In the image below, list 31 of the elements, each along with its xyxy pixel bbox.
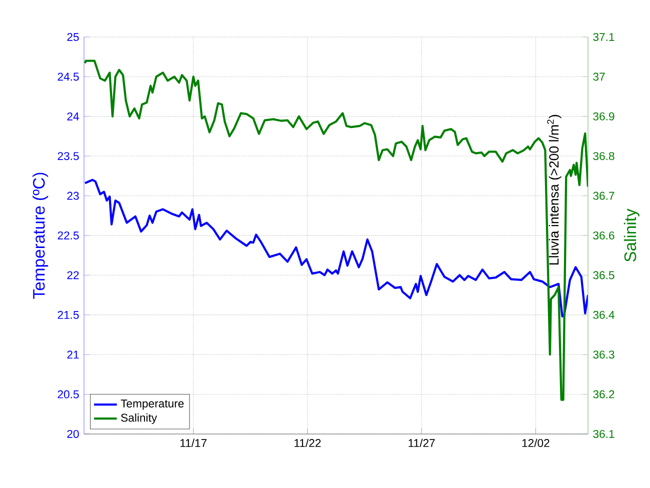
y2-tick-label: 37.1 [593,32,614,41]
legend-label: Temperature [120,400,184,410]
y-tick-label: 22 [67,271,79,280]
y2-tick-label: 36.7 [593,192,614,200]
y-tick-label: 23 [67,192,79,200]
y-tick-label: 20 [67,430,79,438]
y-tick-label: 23.5 [58,152,79,160]
y-tick-label: 24 [67,112,79,120]
y2-tick-label: 37 [593,72,605,81]
y2-tick-label: 36.5 [593,271,614,280]
y-axis-title: Temperature (ºC) [32,172,48,299]
y2-tick-label: 36.8 [593,152,614,160]
y-tick-label: 22.5 [58,231,79,240]
y-tick-label: 24.5 [58,72,79,81]
annotation: Lluvia intensa (>200 l/m$^{2}$) [547,114,562,264]
y2-tick-label: 36.2 [593,390,614,398]
x-tick-label: 11/22 [294,438,321,448]
y-tick-label: 21 [67,350,79,359]
y2-axis-title: Salinity [624,208,640,262]
y2-tick-label: 36.6 [593,231,614,240]
x-tick-label: 11/17 [180,438,207,448]
legend-label: Salinity [121,413,158,424]
y-tick-label: 25 [67,32,79,41]
y-tick-label: 20.5 [58,390,79,398]
x-tick-label: 11/27 [408,438,435,448]
y2-tick-label: 36.4 [593,310,614,319]
y2-tick-label: 36.9 [593,112,614,120]
y2-tick-label: 36.3 [593,350,614,359]
y2-tick-label: 36.1 [593,430,614,438]
x-tick-label: 12/02 [522,438,550,448]
y-tick-label: 21.5 [58,310,79,319]
